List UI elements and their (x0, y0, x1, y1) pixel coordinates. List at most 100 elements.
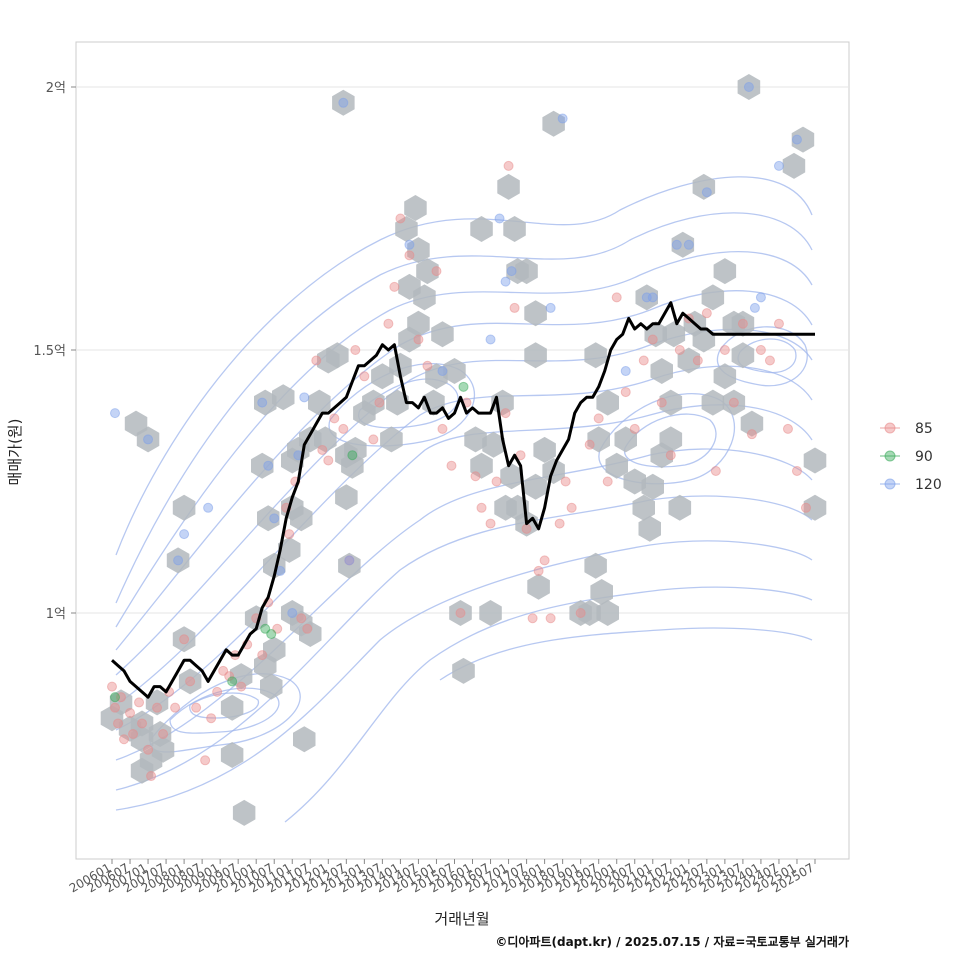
scatter-point-85 (158, 728, 169, 739)
hex-bin (293, 726, 316, 753)
scatter-point-120 (671, 239, 682, 250)
hex-bin (326, 342, 349, 369)
hex-bin (782, 152, 806, 179)
hex-bin (737, 74, 761, 100)
scatter-point-120 (287, 608, 298, 618)
hex-bin (803, 494, 827, 521)
scatter-point-85 (143, 744, 154, 755)
scatter-point-120 (338, 97, 349, 108)
scatter-point-85 (284, 529, 295, 540)
hex-bin (596, 389, 619, 416)
legend-swatch-85 (884, 422, 896, 434)
scatter-point-85 (317, 444, 328, 455)
hex-bin (220, 742, 244, 768)
scatter-point-85 (395, 213, 406, 224)
scatter-point-85 (212, 686, 223, 697)
scatter-point-85 (374, 397, 385, 408)
hex-bin (527, 573, 550, 600)
hex-bin (740, 410, 764, 437)
scatter-point-85 (485, 518, 496, 529)
scatter-point-85 (500, 408, 511, 419)
hex-bin (659, 426, 683, 453)
scatter-point-85 (437, 423, 448, 434)
scatter-point-120 (110, 408, 121, 419)
hex-bin (425, 363, 448, 390)
hex-bin (713, 258, 737, 285)
scatter-point-85 (338, 423, 349, 434)
hex-bin (251, 452, 274, 479)
scatter-point-85 (107, 681, 117, 692)
hex-bin (416, 258, 439, 285)
hex-bin (136, 426, 160, 453)
scatter-point-85 (800, 502, 811, 513)
scatter-point-120 (647, 292, 658, 303)
hex-bin (404, 195, 427, 221)
scatter-point-85 (746, 429, 757, 440)
scatter-point-90 (458, 381, 469, 392)
scatter-point-85 (146, 771, 157, 782)
scatter-point-85 (128, 728, 139, 739)
contour-line (189, 692, 259, 719)
hex-bin (389, 352, 412, 379)
hex-bin (452, 657, 475, 684)
scatter-point-85 (323, 455, 334, 466)
hex-bin (500, 463, 523, 490)
hex-bin (482, 431, 505, 458)
contour-line (624, 413, 717, 468)
hex-bin (130, 757, 154, 784)
scatter-point-85 (773, 318, 784, 329)
scatter-point-85 (137, 718, 148, 729)
scatter-point-85 (764, 355, 775, 366)
scatter-point-85 (125, 707, 136, 718)
scatter-point-85 (350, 345, 361, 355)
scatter-point-85 (737, 318, 748, 329)
hex-bin (677, 347, 701, 374)
hex-bin (371, 363, 394, 390)
scatter-point-85 (170, 702, 181, 713)
scatter-point-85 (554, 518, 565, 529)
hex-bin (701, 389, 725, 416)
scatter-point-85 (710, 465, 721, 476)
contour-line (115, 250, 813, 628)
hex-bin (731, 310, 755, 337)
hex-bin (380, 426, 403, 453)
scatter-point-85 (152, 702, 163, 713)
hex-bin (332, 89, 355, 116)
contour-line (115, 540, 813, 811)
scatter-point-85 (113, 718, 124, 729)
scatter-point-90 (266, 629, 277, 640)
x-axis-title: 거래년월 (434, 910, 489, 928)
scatter-point-85 (674, 345, 685, 355)
scatter-point-85 (491, 476, 502, 487)
scatter-point-85 (191, 702, 202, 713)
hex-bin (278, 536, 301, 563)
scatter-point-120 (620, 366, 631, 377)
hex-bin (407, 237, 430, 264)
hex-bin (614, 426, 637, 453)
scatter-point-120 (743, 82, 754, 92)
hex-bin (533, 436, 556, 463)
scatter-point-85 (431, 266, 442, 277)
contour-line (149, 673, 301, 753)
scatter-point-85 (611, 292, 622, 303)
scatter-point-120 (557, 113, 568, 124)
y-tick-label: 1억 (46, 607, 66, 622)
scatter-point-85 (602, 476, 613, 487)
hex-bin (692, 173, 716, 200)
scatter-point-120 (506, 266, 517, 277)
hex-bin (338, 552, 361, 579)
scatter-point-85 (560, 476, 571, 487)
hex-bin (166, 547, 190, 574)
scatter-point-120 (179, 529, 190, 540)
scatter-point-120 (701, 187, 712, 198)
hex-bin (299, 621, 322, 647)
hex-bin (515, 258, 538, 285)
hex-bin (701, 284, 725, 311)
hex-bin (605, 452, 628, 479)
scatter-point-85 (296, 613, 307, 624)
hex-bin (524, 473, 547, 500)
scatter-point-85 (422, 360, 433, 371)
scatter-point-85 (110, 702, 121, 713)
hex-bin (398, 273, 421, 300)
hex-bin (145, 689, 169, 716)
